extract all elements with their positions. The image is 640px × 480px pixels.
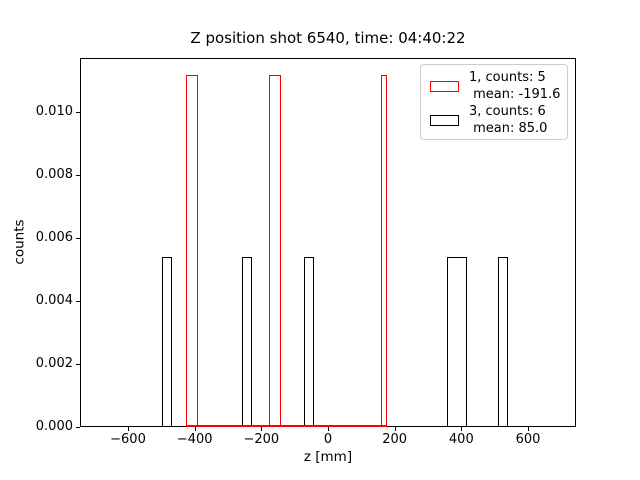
x-tick-mark — [194, 427, 196, 431]
x-tick-mark — [128, 427, 129, 431]
x-tick-label: 600 — [515, 432, 541, 447]
legend: 1, counts: 5 mean: -191.6 3, counts: 6 me… — [420, 64, 568, 140]
x-tick-mark — [261, 427, 263, 431]
histogram-bar-series-1 — [381, 75, 387, 426]
legend-label-series-3: 3, counts: 6 mean: 85.0 — [469, 104, 548, 136]
y-tick-mark — [76, 237, 80, 239]
x-tick-label: 400 — [448, 432, 474, 447]
x-tick-mark — [528, 427, 529, 431]
y-tick-mark — [76, 300, 80, 302]
y-tick-label: 0.000 — [35, 419, 73, 434]
y-tick-mark — [76, 111, 80, 113]
y-tick-mark — [76, 427, 80, 428]
legend-entry-series-3: 3, counts: 6 mean: 85.0 — [430, 103, 559, 137]
legend-entry-series-1: 1, counts: 5 mean: -191.6 — [430, 69, 561, 103]
zero-line-series-1 — [185, 425, 387, 427]
y-tick-label: 0.010 — [35, 103, 73, 119]
x-tick-label: −600 — [110, 432, 146, 447]
histogram-bar-series-3 — [446, 256, 468, 426]
x-tick-mark — [328, 427, 329, 431]
x-tick-label: 200 — [382, 432, 408, 447]
y-tick-mark — [76, 174, 80, 176]
legend-swatch-series-1 — [430, 80, 459, 92]
chart-title: Z position shot 6540, time: 04:40:22 — [190, 29, 466, 47]
x-tick-label: 0 — [323, 432, 333, 447]
x-tick-label: −400 — [176, 432, 213, 447]
y-tick-label: 0.004 — [35, 292, 73, 308]
histogram-bar-series-3 — [242, 256, 253, 426]
histogram-bar-series-3 — [304, 256, 315, 426]
legend-swatch-series-3 — [430, 114, 459, 126]
y-tick-label: 0.002 — [35, 355, 73, 371]
histogram-bar-series-3 — [161, 256, 172, 426]
y-tick-label: 0.006 — [35, 229, 73, 245]
histogram-bar-series-3 — [498, 256, 509, 426]
y-tick-label: 0.008 — [35, 166, 73, 182]
x-tick-mark — [461, 427, 463, 431]
x-tick-label: −200 — [243, 432, 280, 447]
histogram-bar-series-1 — [269, 75, 281, 426]
x-tick-mark — [394, 427, 396, 431]
histogram-bar-series-1 — [185, 75, 198, 426]
y-tick-mark — [76, 363, 80, 365]
legend-label-series-1: 1, counts: 5 mean: -191.6 — [469, 70, 561, 102]
x-axis-label: z [mm] — [303, 449, 353, 465]
